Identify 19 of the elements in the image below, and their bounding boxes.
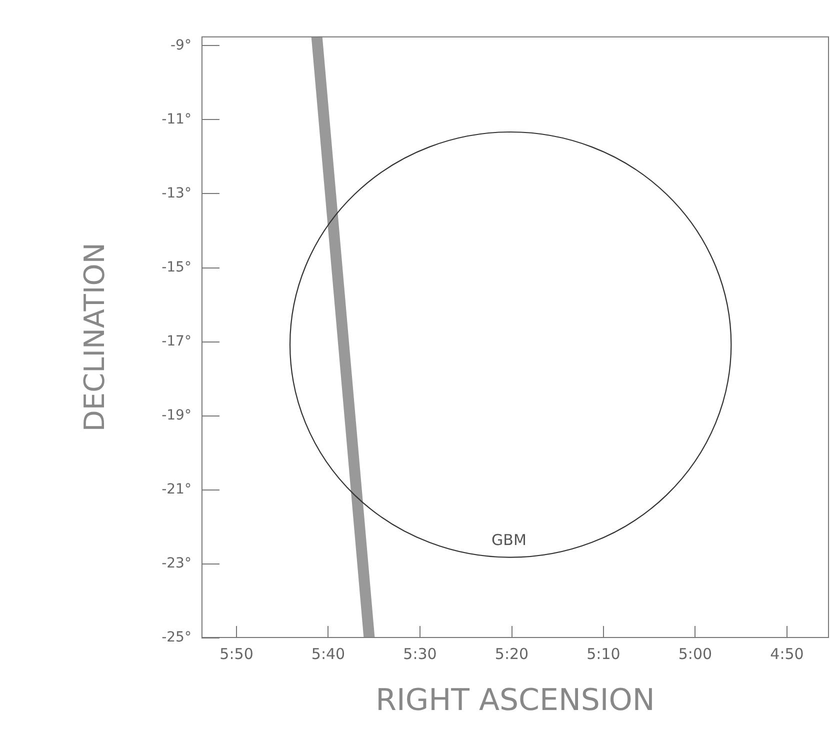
x-tick-label: 5:00 xyxy=(678,644,712,663)
x-tick-label: 4:50 xyxy=(770,644,804,663)
x-tick-label: 5:10 xyxy=(586,644,620,663)
y-tick-label: -25° xyxy=(162,630,192,646)
x-tick-label: 5:30 xyxy=(403,644,437,663)
y-tick-label: -9° xyxy=(170,37,192,54)
x-tick-label: 5:20 xyxy=(494,644,529,663)
x-tick-label: 5:50 xyxy=(220,644,254,663)
x-axis-title: RIGHT ASCENSION xyxy=(376,682,655,718)
y-tick-label: -13° xyxy=(162,185,192,202)
y-tick-label: -19° xyxy=(162,408,192,424)
annotation: GBM xyxy=(492,530,526,549)
y-tick-label: -21° xyxy=(162,482,192,498)
y-tick-label: -11° xyxy=(162,111,192,128)
y-tick-label: -15° xyxy=(162,259,192,276)
x-tick-label: 5:40 xyxy=(311,644,346,663)
y-tick-label: -23° xyxy=(162,556,192,572)
y-tick-label: -17° xyxy=(162,333,192,350)
y-axis-title: DECLINATION xyxy=(78,242,112,432)
